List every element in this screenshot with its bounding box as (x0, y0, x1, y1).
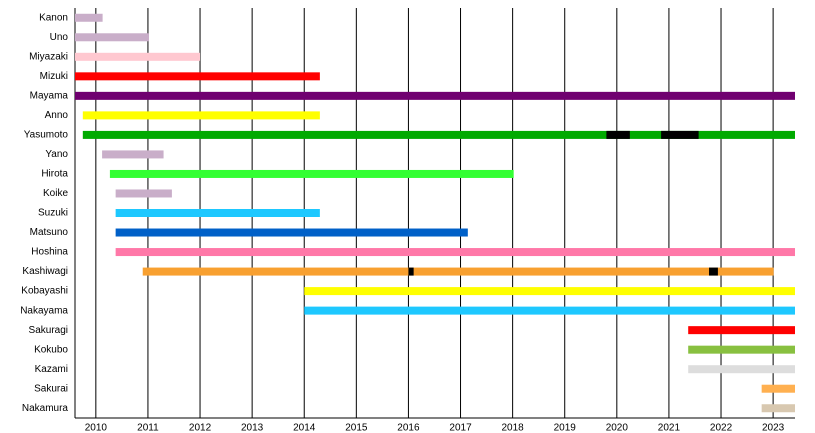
x-tick-label: 2013 (241, 423, 264, 433)
row-label: Sakurai (34, 383, 68, 394)
bar (115, 228, 468, 237)
x-tick-label: 2021 (658, 423, 681, 433)
bar-break (661, 130, 699, 139)
row-label: Mizuki (40, 71, 68, 82)
row-label: Kazami (35, 364, 68, 375)
x-tick-label: 2014 (293, 423, 316, 433)
bar (142, 267, 774, 276)
bar (75, 72, 320, 81)
bar (688, 345, 795, 354)
x-tick-label: 2023 (762, 423, 785, 433)
row-label: Kanon (39, 12, 68, 23)
bar (688, 326, 795, 335)
row-label: Yano (45, 149, 68, 160)
row-label: Matsuno (30, 227, 69, 238)
bar (82, 130, 795, 139)
row-label: Kobayashi (21, 286, 68, 297)
bar (304, 306, 795, 315)
x-tick-label: 2020 (606, 423, 629, 433)
bar (75, 33, 149, 42)
x-tick-label: 2010 (85, 423, 108, 433)
row-label: Kashiwagi (22, 266, 68, 277)
x-tick-label: 2012 (189, 423, 212, 433)
x-tick-label: 2011 (137, 423, 159, 433)
x-tick-label: 2018 (502, 423, 525, 433)
bar-break (709, 267, 718, 276)
row-label: Anno (45, 110, 69, 121)
row-label: Koike (43, 188, 68, 199)
row-label: Suzuki (38, 208, 68, 219)
row-label: Yasumoto (24, 130, 69, 141)
row-label: Nakamura (22, 403, 69, 414)
x-tick-label: 2019 (554, 423, 577, 433)
bar (761, 404, 795, 413)
bar (688, 365, 795, 374)
row-label: Nakayama (20, 305, 68, 316)
bar (109, 169, 514, 178)
bar-break (606, 130, 630, 139)
bar (82, 111, 320, 120)
bar (115, 189, 172, 198)
x-tick-label: 2022 (710, 423, 733, 433)
bar (75, 91, 795, 100)
bar (115, 209, 320, 217)
bar (115, 248, 795, 257)
row-label: Hoshina (31, 247, 68, 258)
x-tick-label: 2015 (345, 423, 368, 433)
bar-break (408, 267, 414, 276)
x-tick-label: 2016 (397, 423, 420, 433)
bar (75, 52, 201, 61)
bar (304, 287, 795, 296)
row-label: Sakuragi (29, 325, 68, 336)
bar (761, 384, 795, 393)
bar (102, 150, 164, 159)
row-label: Uno (50, 32, 69, 43)
x-tick-label: 2017 (449, 423, 472, 433)
row-label: Kokubo (34, 344, 68, 355)
row-label: Miyazaki (29, 51, 68, 62)
row-label: Mayama (30, 90, 69, 101)
row-label: Hirota (41, 169, 68, 180)
bar (75, 13, 103, 22)
